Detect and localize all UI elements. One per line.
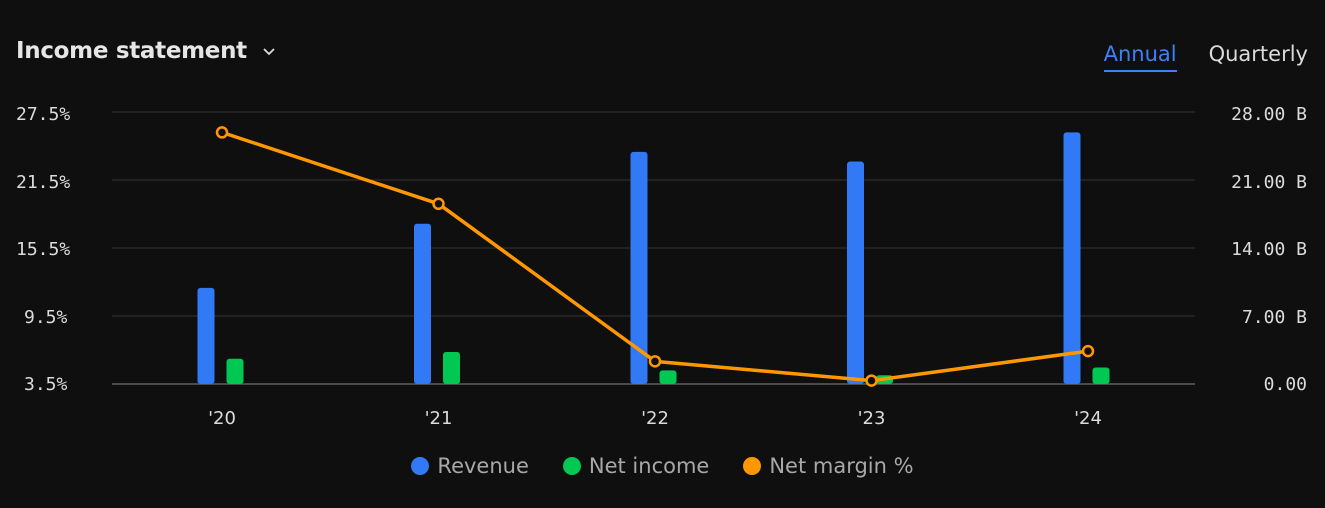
net-income-dot-icon bbox=[562, 457, 581, 475]
legend-net-income[interactable]: Net income bbox=[562, 454, 710, 478]
legend-net-margin[interactable]: Net margin % bbox=[743, 454, 914, 478]
tab-quarterly[interactable]: Quarterly bbox=[1208, 42, 1308, 66]
net-margin-series-line bbox=[221, 130, 1089, 383]
x-tick-label: '21 bbox=[425, 408, 453, 429]
net-margin-point[interactable] bbox=[1081, 344, 1095, 358]
legend: Revenue Net income Net margin % bbox=[0, 454, 1325, 478]
revenue-bar[interactable] bbox=[414, 223, 431, 384]
net-margin-dot-icon bbox=[743, 457, 762, 475]
page-title: Income statement bbox=[16, 38, 247, 64]
revenue-bar[interactable] bbox=[197, 287, 215, 384]
net-income-bar[interactable] bbox=[226, 358, 244, 384]
left-axis: 27.5% 21.5% 15.5% 9.5% 3.5% bbox=[16, 104, 70, 395]
x-axis: '20 '21 '22 '23 '24 bbox=[208, 408, 1102, 429]
left-tick-label: 21.5% bbox=[16, 172, 70, 193]
legend-revenue[interactable]: Revenue bbox=[411, 454, 529, 478]
income-chart: 27.5% 21.5% 15.5% 9.5% 3.5% 28.00 B 21.0… bbox=[16, 104, 1307, 429]
revenue-dot-icon bbox=[411, 457, 430, 475]
left-tick-label: 15.5% bbox=[16, 239, 70, 260]
legend-label: Revenue bbox=[437, 454, 529, 478]
net-margin-point[interactable] bbox=[648, 355, 662, 368]
net-margin-point[interactable] bbox=[432, 197, 445, 211]
x-tick-label: '23 bbox=[858, 408, 886, 429]
income-statement-dropdown[interactable]: Income statement bbox=[16, 38, 277, 64]
right-tick-label: 0.00 bbox=[1264, 374, 1307, 395]
left-tick-label: 27.5% bbox=[16, 104, 70, 125]
net-margin-line bbox=[215, 126, 1095, 387]
period-tabs: Annual Quarterly bbox=[1103, 42, 1308, 72]
x-tick-label: '22 bbox=[641, 408, 669, 429]
net-income-bar[interactable] bbox=[659, 370, 677, 384]
net-income-bar[interactable] bbox=[1092, 367, 1110, 384]
revenue-bar[interactable] bbox=[630, 151, 648, 384]
right-tick-label: 14.00 B bbox=[1231, 239, 1307, 260]
left-tick-label: 9.5% bbox=[24, 307, 68, 328]
chevron-down-icon bbox=[263, 48, 275, 56]
right-tick-label: 28.00 B bbox=[1231, 104, 1307, 125]
right-axis: 28.00 B 21.00 B 14.00 B 7.00 B 0.00 bbox=[1231, 104, 1307, 395]
legend-label: Net income bbox=[588, 454, 710, 478]
net-margin-point[interactable] bbox=[215, 126, 229, 139]
net-income-bar[interactable] bbox=[443, 351, 460, 384]
x-tick-label: '20 bbox=[208, 408, 236, 429]
legend-label: Net margin % bbox=[769, 454, 914, 478]
net-margin-point[interactable] bbox=[865, 374, 878, 387]
left-tick-label: 3.5% bbox=[24, 374, 68, 395]
bars bbox=[197, 132, 1110, 384]
revenue-bar[interactable] bbox=[847, 161, 864, 384]
right-tick-label: 21.00 B bbox=[1231, 172, 1307, 193]
revenue-bar[interactable] bbox=[1063, 132, 1081, 384]
x-tick-label: '24 bbox=[1074, 408, 1102, 429]
right-tick-label: 7.00 B bbox=[1242, 307, 1307, 328]
grid-lines bbox=[112, 111, 1195, 385]
tab-annual[interactable]: Annual bbox=[1103, 42, 1177, 72]
